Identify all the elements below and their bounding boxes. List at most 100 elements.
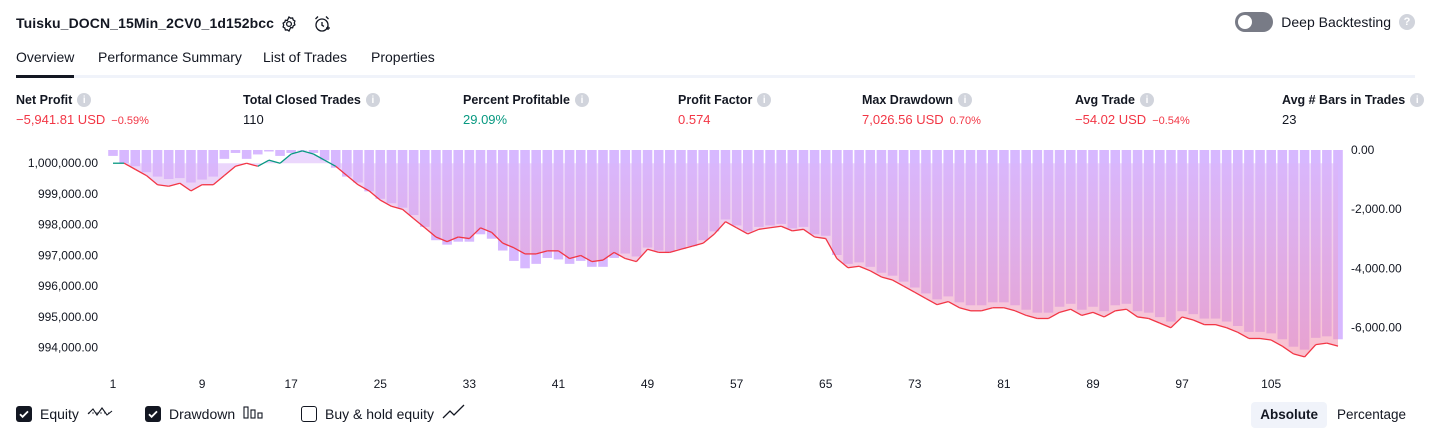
metric-value: 29.09%	[463, 112, 508, 127]
equity-segment	[324, 159, 337, 167]
info-icon[interactable]: i	[1410, 93, 1425, 107]
equity-checkbox[interactable]: Equity	[16, 404, 113, 423]
equity-segment	[246, 162, 258, 167]
info-icon[interactable]: i	[1139, 93, 1154, 107]
equity-axis: 1,000,000.00 999,000.00 998,000.00 997,000.…	[28, 156, 98, 354]
equity-segment	[959, 307, 971, 312]
equity-segment	[1270, 339, 1283, 347]
equity-segment	[468, 227, 481, 240]
equity-segment	[602, 251, 615, 261]
buy-hold-checkbox[interactable]: Buy & hold equity	[301, 404, 466, 423]
equity-segment	[145, 175, 158, 186]
equity-segment	[235, 162, 247, 167]
equity-segment	[635, 248, 649, 263]
equity-segment	[302, 150, 314, 155]
info-icon[interactable]: i	[365, 93, 380, 107]
equity-segment	[190, 184, 203, 192]
equity-segment	[279, 153, 292, 164]
trade-tick-label: 9	[199, 377, 206, 391]
drawdown-bar	[130, 150, 141, 167]
equity-tick-label: 994,000.00	[38, 341, 98, 355]
toggle-knob	[1238, 15, 1253, 29]
metric-value: −54.02 USD	[1075, 112, 1147, 127]
percentage-toggle[interactable]: Percentage	[1336, 407, 1406, 422]
trade-tick-label: 17	[285, 377, 299, 391]
equity-segment	[1148, 317, 1161, 324]
equity-fill	[113, 150, 1338, 357]
equity-segment	[558, 250, 570, 260]
chart-controls: Equity Drawdown Buy & hold equity Absolu…	[16, 402, 1415, 428]
equity-drawdown-chart[interactable]: 1,000,000.00 999,000.00 998,000.00 997,000.…	[0, 140, 1431, 400]
equity-tick-label: 998,000.00	[38, 218, 98, 232]
equity-segment	[134, 168, 147, 177]
equity-segment	[680, 245, 693, 250]
drawdown-bar	[264, 150, 274, 152]
tab-list-of-trades[interactable]: List of Trades	[263, 49, 348, 65]
equity-segment	[713, 221, 726, 235]
equity-segment	[1215, 324, 1227, 329]
checkbox-unchecked[interactable]	[301, 405, 317, 422]
drawdown-bar	[252, 150, 263, 155]
drawdown-tick-label: -4,000.00	[1351, 261, 1402, 275]
metric-value: −5,941.81 USD	[16, 112, 106, 127]
equity-segment	[223, 165, 236, 177]
metric-net-profit: Net Profit i −5,941.81 USD −0.59%	[16, 93, 149, 127]
equity-segment	[346, 175, 359, 186]
absolute-toggle[interactable]: Absolute	[1251, 402, 1327, 428]
info-icon[interactable]: i	[574, 93, 589, 107]
equity-tick-label: 999,000.00	[38, 187, 98, 201]
settings-icon[interactable]	[278, 13, 300, 35]
equity-segment	[1259, 337, 1272, 341]
deep-backtesting-toggle[interactable]	[1235, 12, 1274, 32]
equity-segment	[480, 227, 492, 234]
checkbox-checked[interactable]	[145, 405, 161, 422]
equity-segment	[814, 236, 826, 240]
metric-label: Percent Profitable	[463, 93, 570, 107]
equity-segment	[502, 242, 515, 249]
checkbox-checked[interactable]	[16, 405, 32, 422]
equity-segment	[1237, 331, 1250, 340]
drawdown-checkbox[interactable]: Drawdown	[145, 404, 265, 423]
drawdown-axis: 0.00 -2,000.00 -4,000.00 -6,000.00	[1351, 143, 1402, 334]
equity-segment	[825, 238, 838, 259]
equity-segment	[947, 301, 960, 309]
equity-segment	[702, 233, 715, 244]
metric-value: 7,026.56 USD	[862, 112, 944, 127]
tab-overview[interactable]: Overview	[16, 48, 75, 78]
add-alert-icon[interactable]	[311, 13, 333, 35]
equity-segment	[1181, 316, 1194, 321]
equity-segment	[1048, 311, 1060, 320]
metric-max-drawdown: Max Drawdown i 7,026.56 USD 0.70%	[862, 93, 981, 127]
equity-segment	[458, 236, 470, 240]
equity-segment	[669, 248, 682, 254]
equity-segment	[591, 259, 604, 263]
equity-segment	[513, 247, 526, 255]
drawdown-tick-label: -2,000.00	[1351, 202, 1402, 216]
tab-performance-summary[interactable]: Performance Summary	[98, 49, 242, 65]
equity-icon	[87, 404, 113, 423]
equity-segment	[1026, 314, 1038, 320]
info-icon[interactable]: i	[958, 93, 972, 107]
equity-segment	[903, 285, 916, 293]
metrics-row: Net Profit i −5,941.81 USD −0.59% Total Cl…	[16, 93, 1425, 133]
help-icon[interactable]: ?	[1399, 14, 1415, 30]
equity-tick-label: 996,000.00	[38, 279, 98, 293]
equity-segment	[1192, 319, 1205, 326]
equity-segment	[1014, 310, 1027, 317]
trade-tick-label: 57	[730, 377, 744, 391]
trade-tick-label: 25	[374, 377, 388, 391]
drawdown-bar	[308, 150, 319, 153]
equity-segment	[747, 228, 760, 235]
info-icon[interactable]: i	[757, 93, 772, 107]
info-icon[interactable]: i	[77, 93, 92, 107]
equity-segment	[803, 228, 815, 238]
drawdown-label: Drawdown	[169, 405, 236, 422]
equity-segment	[981, 307, 993, 312]
equity-segment	[168, 182, 180, 187]
equity-segment	[402, 208, 415, 220]
trade-tick-label: 33	[463, 377, 477, 391]
tab-properties[interactable]: Properties	[371, 49, 435, 65]
equity-segment	[179, 182, 192, 192]
deep-backtesting-control: Deep Backtesting ?	[1235, 12, 1415, 32]
equity-segment	[647, 248, 659, 254]
